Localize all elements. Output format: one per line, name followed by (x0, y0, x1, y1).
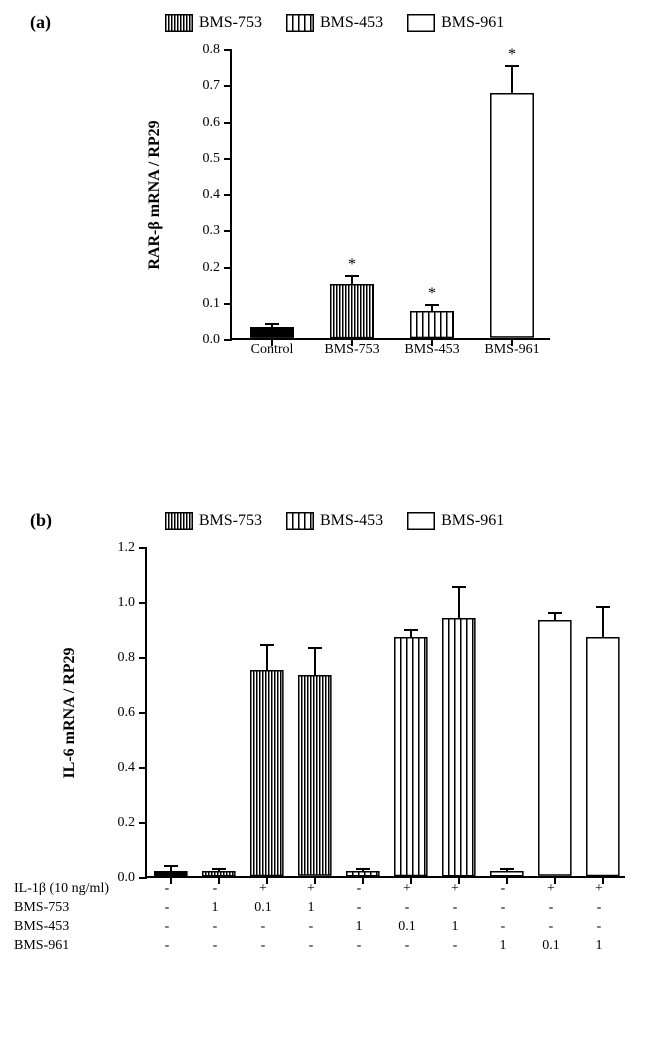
error-bar (410, 630, 412, 637)
y-tick-label: 1.0 (118, 595, 148, 611)
error-bar (314, 648, 316, 676)
bar (394, 637, 428, 876)
y-tick-label: 0.4 (118, 760, 148, 776)
x-table-cell: - (143, 937, 191, 956)
x-table-cell: - (335, 880, 383, 899)
chart-b: 0.00.20.40.60.81.01.2 IL-6 mRNA / RP29 IL-… (0, 0, 669, 1018)
error-cap (452, 586, 466, 588)
x-table-cell: - (191, 918, 239, 937)
x-table-cell: - (143, 918, 191, 937)
plot-area: 0.00.20.40.60.81.01.2 (145, 548, 625, 878)
y-tick-label: 0.2 (118, 815, 148, 831)
x-table-row-label: BMS-961 (12, 937, 143, 956)
error-cap (164, 865, 178, 867)
x-table-cell: + (575, 880, 623, 899)
error-cap (404, 629, 418, 631)
x-table-cell: - (335, 937, 383, 956)
error-bar (554, 613, 556, 620)
error-cap (212, 868, 226, 870)
x-table-cell: 0.1 (383, 918, 431, 937)
x-table-cell: - (287, 937, 335, 956)
x-table-cell: - (143, 880, 191, 899)
error-cap (308, 647, 322, 649)
x-table-cell: - (383, 899, 431, 918)
error-cap (548, 612, 562, 614)
y-tick-label: 0.6 (118, 705, 148, 721)
x-table-cell: 1 (335, 918, 383, 937)
x-table-cell: 0.1 (239, 899, 287, 918)
x-table-cell: 0.1 (527, 937, 575, 956)
x-table-cell: 1 (287, 899, 335, 918)
bar (538, 620, 572, 876)
x-table-cell: - (575, 899, 623, 918)
error-bar (458, 587, 460, 617)
x-table-cell: - (479, 880, 527, 899)
error-cap (596, 606, 610, 608)
x-table-cell: + (239, 880, 287, 899)
error-bar (602, 607, 604, 637)
x-table-cell: - (383, 937, 431, 956)
x-table-row-label: BMS-453 (12, 918, 143, 937)
x-table-cell: - (191, 880, 239, 899)
x-table-cell: - (335, 899, 383, 918)
bar (250, 670, 284, 876)
y-axis-label: IL-6 mRNA / RP29 (61, 647, 79, 778)
error-cap (500, 868, 514, 870)
x-table-cell: 1 (191, 899, 239, 918)
x-table-cell: + (383, 880, 431, 899)
x-table-cell: 1 (479, 937, 527, 956)
x-table-cell: - (143, 899, 191, 918)
y-tick-label: 0.8 (118, 650, 148, 666)
x-table-cell: + (527, 880, 575, 899)
x-table-cell: 1 (575, 937, 623, 956)
x-table-cell: - (287, 918, 335, 937)
bar (442, 618, 476, 877)
x-table-cell: - (479, 899, 527, 918)
x-table-cell: - (191, 937, 239, 956)
x-table-cell: - (239, 937, 287, 956)
x-table-cell: - (239, 918, 287, 937)
x-table-cell: - (479, 918, 527, 937)
x-table-row-label: BMS-753 (12, 899, 143, 918)
error-cap (356, 868, 370, 870)
error-bar (266, 645, 268, 670)
x-table-row-label: IL-1β (10 ng/ml) (12, 880, 143, 899)
error-cap (260, 644, 274, 646)
x-table-cell: 1 (431, 918, 479, 937)
bar (298, 675, 332, 876)
x-table-cell: - (431, 937, 479, 956)
x-table-cell: - (575, 918, 623, 937)
x-table-cell: - (431, 899, 479, 918)
x-table-cell: + (431, 880, 479, 899)
bar (586, 637, 620, 876)
y-tick-label: 1.2 (118, 540, 148, 556)
x-table-cell: - (527, 918, 575, 937)
x-table-cell: + (287, 880, 335, 899)
x-axis-table: IL-1β (10 ng/ml)--++-++-++BMS-753-10.11-… (12, 880, 623, 956)
x-table-cell: - (527, 899, 575, 918)
